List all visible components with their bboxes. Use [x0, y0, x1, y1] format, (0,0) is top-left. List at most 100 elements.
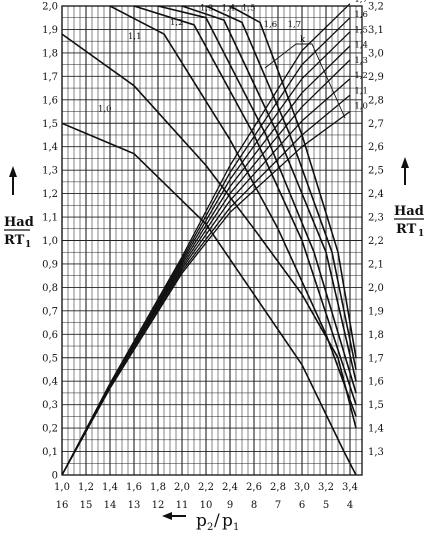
right-tick-label: 2,6	[368, 142, 384, 153]
falling-curve-label: 1,7	[288, 20, 302, 30]
falling-curve-label: 1,6	[264, 20, 278, 30]
rising-curve-label: 1,5	[354, 25, 368, 35]
right-tick-label: 1,9	[368, 306, 384, 317]
x-tick-label-top: 1,4	[102, 482, 118, 493]
falling-curve-label: 1,4	[222, 4, 236, 14]
right-tick-label: 3,2	[368, 2, 384, 13]
x-tick-label-bottom: 14	[104, 500, 117, 511]
right-tick-label: 1,4	[368, 424, 384, 435]
falling-curve-label: 1,2	[170, 18, 184, 28]
tick-labels: 0 0,1 0,2 0,3 0,4 0,5 0,6 0,7 0,8 0,9 1,0 1,1 1,2 1,3…	[42, 2, 384, 512]
falling-curve-1-5	[181, 5, 357, 382]
left-tick-label: 0,6	[42, 330, 58, 341]
left-tick-label: 0,2	[42, 424, 58, 435]
right-tick-label: 3,0	[368, 48, 384, 59]
right-tick-label: 2,2	[368, 236, 384, 247]
falling-curve-1-3	[133, 5, 357, 405]
falling-curve-label: 1,1	[128, 32, 142, 42]
left-tick-label: 0,7	[42, 306, 58, 317]
x-tick-label-top: 2,4	[222, 482, 238, 493]
left-arrow-icon	[9, 166, 17, 195]
x-tick-label-top: 3,4	[342, 482, 358, 493]
left-tick-label: 0,8	[42, 283, 58, 294]
rising-curve-label: 1,0	[354, 102, 368, 112]
x-tick-label-bottom: 8	[251, 500, 257, 511]
right-tick-label: 1,5	[368, 400, 384, 411]
x-tick-label-bottom: 13	[128, 500, 141, 511]
falling-curve-1-4	[157, 5, 357, 394]
bottom-axis-p2: p	[196, 511, 207, 531]
x-tick-label-top: 3,2	[318, 482, 334, 493]
right-axis-title-bottom: RT	[396, 222, 417, 237]
left-tick-label: 0,5	[42, 353, 58, 364]
right-axis-title-sub: 1	[418, 229, 424, 239]
right-tick-label: 2,8	[368, 95, 384, 106]
x-tick-label-bottom: 12	[152, 500, 165, 511]
left-tick-label: 1,2	[42, 189, 58, 200]
right-tick-label: 2,5	[368, 166, 384, 177]
left-tick-label: 1,5	[42, 119, 58, 130]
x-tick-label-top: 2,6	[246, 482, 262, 493]
right-tick-label: 2,3	[368, 213, 384, 224]
falling-curve-1-7	[229, 5, 357, 358]
rising-curve-1-7	[61, 3, 351, 476]
left-tick-label: 0,3	[42, 400, 58, 411]
left-axis-title-top: Had	[4, 215, 34, 230]
right-tick-label: 2,7	[368, 119, 384, 130]
right-arrow-icon	[401, 157, 409, 185]
right-axis-title: Had RT 1	[394, 204, 424, 239]
x-tick-label-top: 1,0	[54, 482, 70, 493]
left-tick-label: 1,4	[42, 142, 58, 153]
rising-curve-1-5	[61, 31, 351, 476]
right-axis-title-top: Had	[394, 204, 424, 219]
bottom-axis-sub2: 2	[207, 522, 213, 533]
left-tick-label: 0,9	[42, 259, 58, 270]
x-tick-label-bottom: 7	[275, 500, 281, 511]
x-tick-label-bottom: 11	[176, 500, 189, 511]
right-tick-label: 1,3	[368, 447, 384, 458]
x-tick-label-top: 2,2	[198, 482, 214, 493]
right-tick-label: 2,9	[368, 72, 384, 83]
x-tick-label-bottom: 4	[347, 500, 353, 511]
left-tick-label: 1,3	[42, 166, 58, 177]
left-tick-label: 1,1	[42, 213, 58, 224]
plot-frame	[61, 5, 363, 476]
bottom-axis-slash: /	[214, 511, 220, 531]
falling-curve-1-1	[61, 33, 357, 429]
falling-curve-1-2	[109, 5, 357, 417]
left-tick-label: 1,6	[42, 95, 58, 106]
x-tick-label-bottom: 5	[323, 500, 329, 511]
x-tick-label-top: 1,8	[150, 482, 166, 493]
x-tick-label-top: 3,0	[294, 482, 310, 493]
right-tick-label: 2,0	[368, 283, 384, 294]
x-tick-label-bottom: 15	[80, 500, 93, 511]
left-tick-label: 1,0	[42, 236, 58, 247]
falling-curve-label: 1,5	[242, 4, 256, 14]
right-tick-label: 2,1	[368, 259, 384, 270]
rising-curve-1-1	[61, 94, 351, 476]
x-tick-label-top: 2,0	[174, 482, 190, 493]
x-tick-label-top: 1,2	[78, 482, 94, 493]
x-tick-label-bottom: 10	[200, 500, 213, 511]
left-axis-title-bottom: RT	[4, 233, 25, 248]
k-annotation: k	[264, 35, 346, 119]
curves	[61, 3, 357, 476]
x-tick-label-bottom: 16	[56, 500, 69, 511]
left-tick-label: 0,4	[42, 377, 58, 388]
rising-curve-label: 1,3	[354, 56, 368, 66]
grid	[61, 5, 363, 476]
rising-curve-label: 1,1	[354, 86, 368, 96]
curve-labels: 1,0 1,1 1,2 1,3 1,4 1,5 1,6 1,7 1,0 1,1 1,2 1,3 1,4 1…	[98, 0, 368, 115]
left-tick-label: 1,9	[42, 25, 58, 36]
left-tick-label: 0,1	[42, 447, 58, 458]
left-tick-label: 1,8	[42, 48, 58, 59]
right-tick-label: 1,6	[368, 377, 384, 388]
left-tick-label: 2,0	[42, 2, 58, 13]
right-tick-label: 1,7	[368, 353, 384, 364]
falling-curve-1-6	[205, 5, 357, 370]
bottom-axis-sub1: 1	[233, 522, 239, 533]
x-tick-label-top: 1,6	[126, 482, 142, 493]
k-label: k	[300, 35, 306, 45]
falling-curve-label: 1,3	[200, 4, 214, 14]
